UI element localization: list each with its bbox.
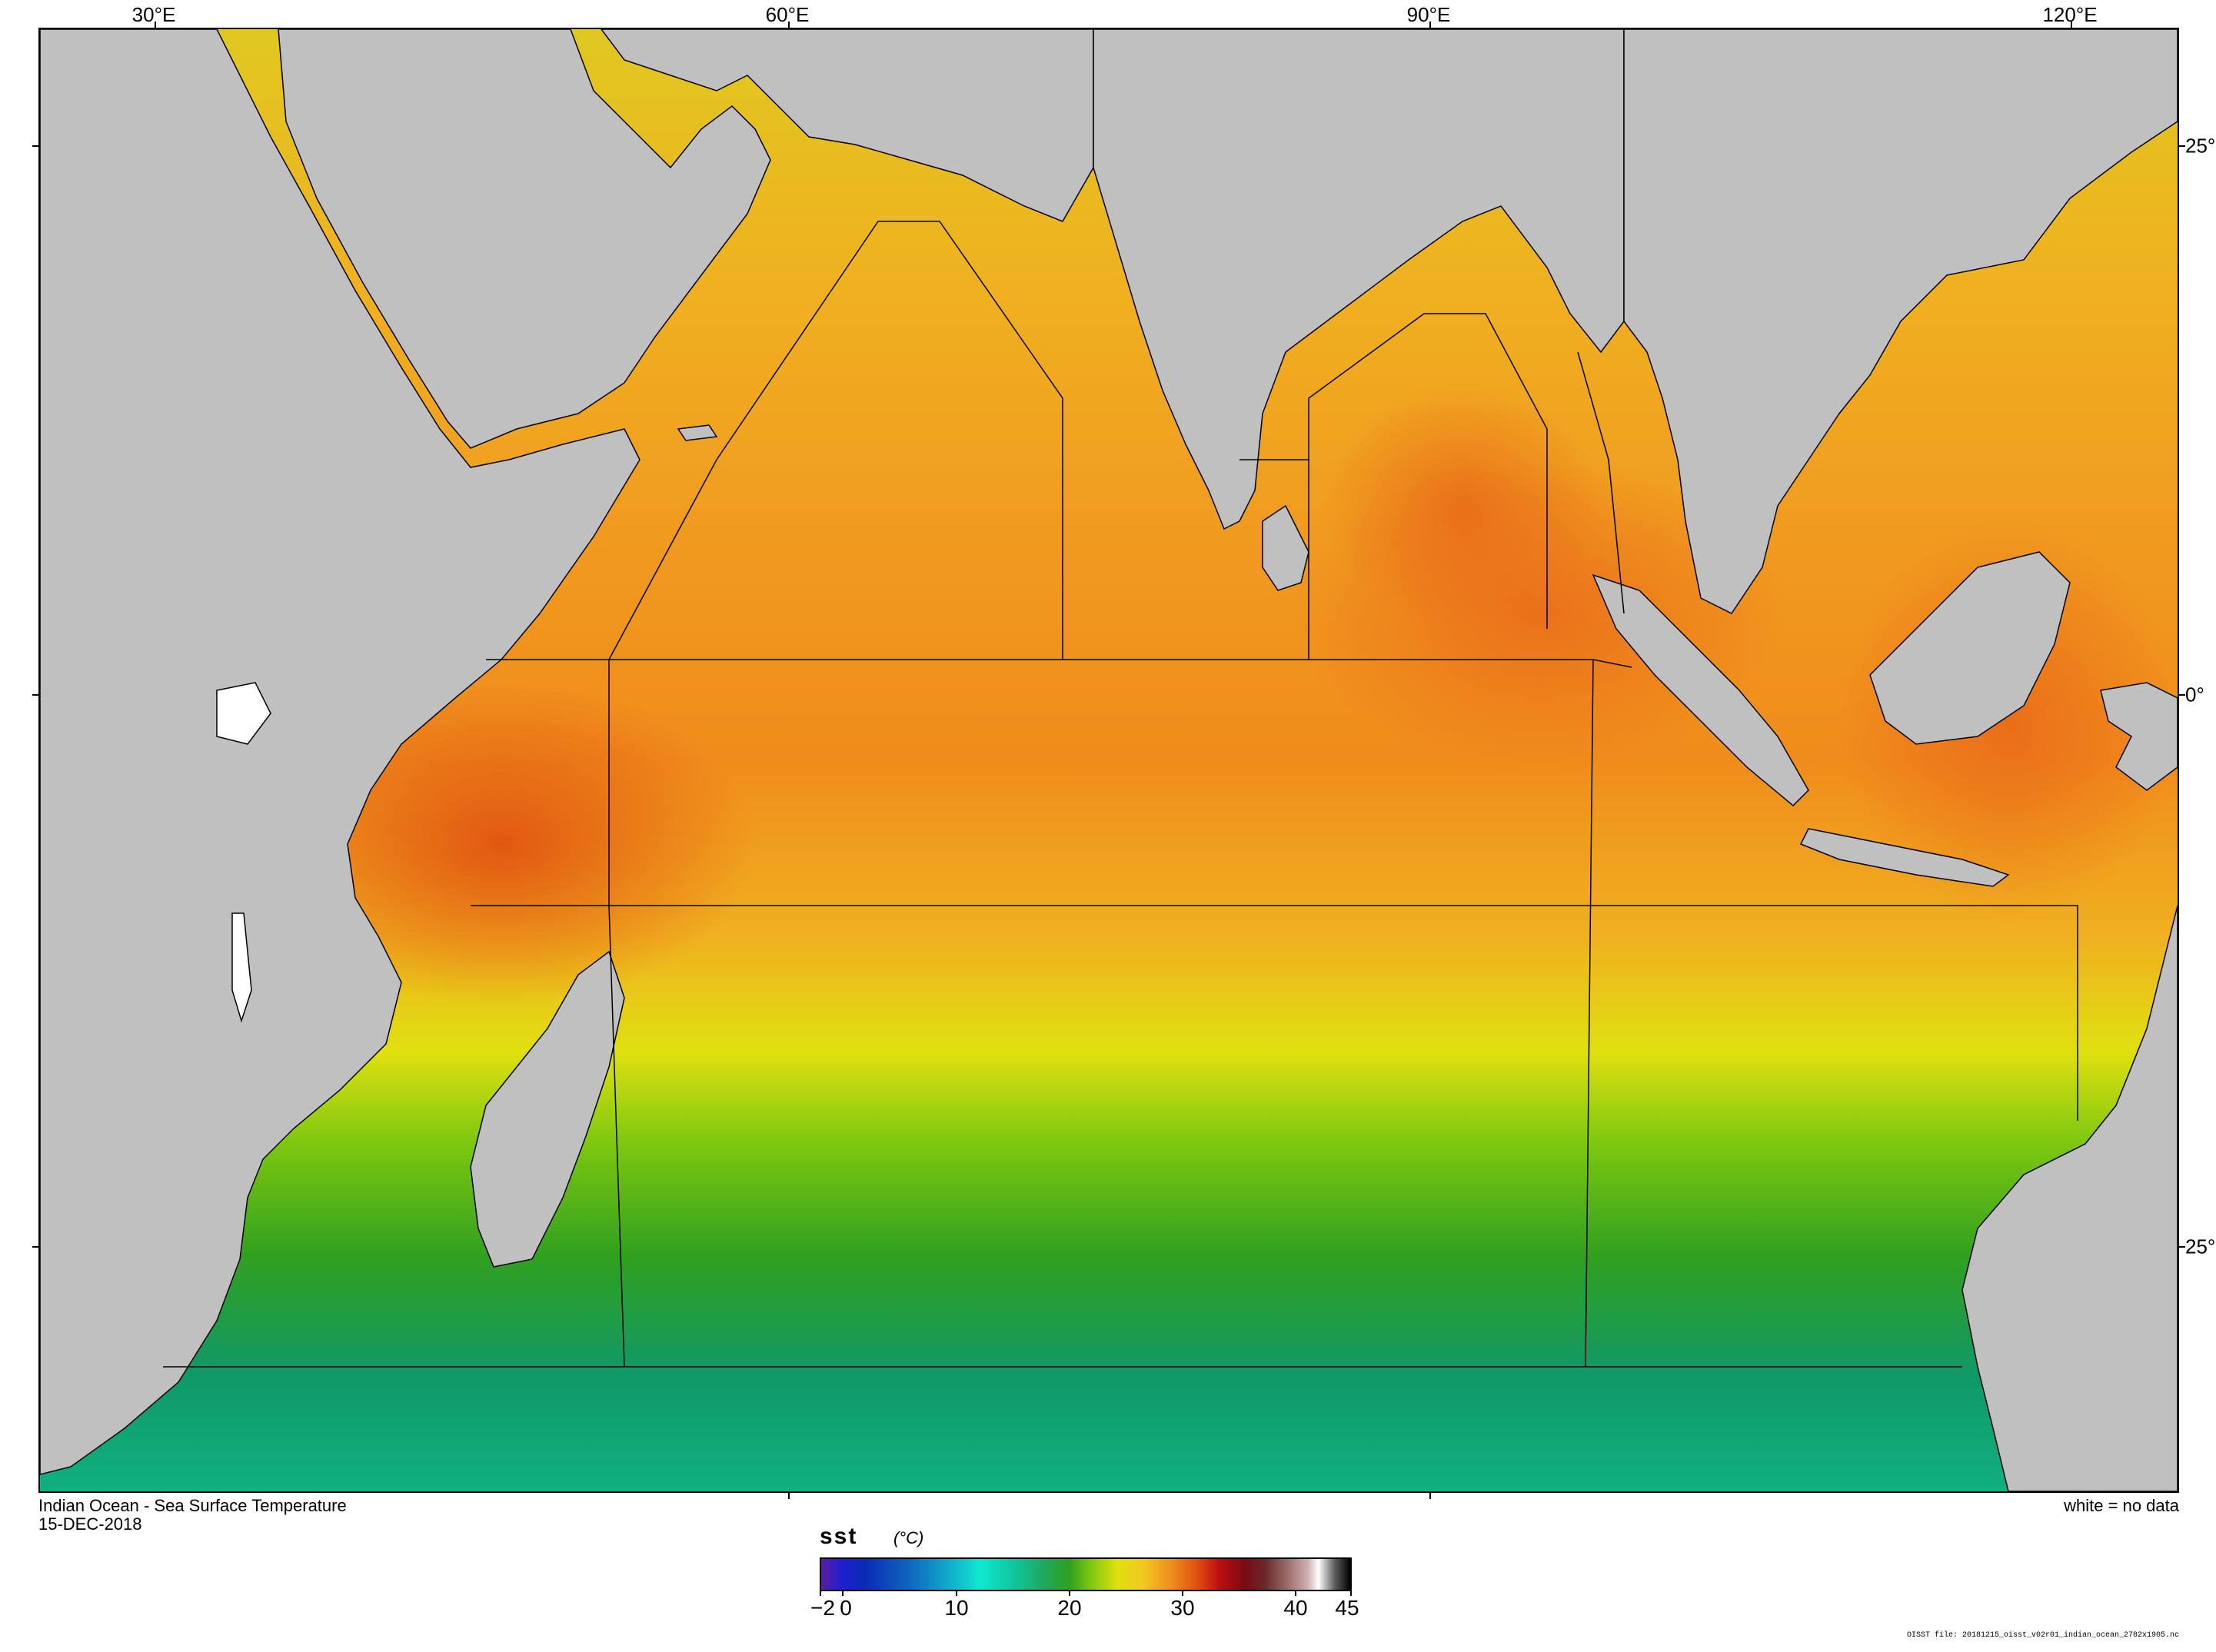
lon-tick xyxy=(788,1488,790,1499)
colorbar-label: 0 xyxy=(840,1596,852,1620)
lat-label-25n: 25° xyxy=(2185,134,2216,158)
colorbar xyxy=(820,1557,1352,1591)
lon-tick xyxy=(2071,22,2072,32)
colorbar-label: 40 xyxy=(1283,1596,1308,1620)
africa-land xyxy=(40,29,641,1475)
lake-malawi xyxy=(231,912,252,1023)
lon-label-60e: 60°E xyxy=(765,3,810,26)
colorbar-label: 10 xyxy=(944,1596,969,1620)
lon-label-30e: 30°E xyxy=(131,3,176,26)
java-land xyxy=(1799,828,2010,887)
borneo-land xyxy=(1869,551,2071,745)
colorbar-tick xyxy=(956,1590,957,1596)
colorbar-tick xyxy=(1182,1590,1183,1596)
lake-victoria xyxy=(216,682,271,745)
colorbar-unit: (°C) xyxy=(893,1528,924,1547)
sri-lanka-land xyxy=(1262,504,1309,591)
colorbar-label: 30 xyxy=(1170,1596,1195,1620)
lon-tick xyxy=(155,22,156,32)
madagascar-land xyxy=(470,950,625,1268)
arabia-land xyxy=(278,29,771,449)
sst-map[interactable] xyxy=(38,28,2179,1493)
lon-label-120e: 120°E xyxy=(2042,3,2098,26)
lat-label-0: 0° xyxy=(2185,683,2204,706)
lat-tick xyxy=(2174,145,2185,147)
lat-label-25s: 25° xyxy=(2185,1235,2216,1258)
socotra-land xyxy=(677,424,718,441)
lon-tick xyxy=(1429,1488,1431,1499)
lon-tick xyxy=(1429,22,1431,32)
colorbar-tick xyxy=(1350,1590,1352,1596)
southeast-asia-land xyxy=(1623,29,2178,614)
sulawesi-land xyxy=(2100,682,2178,791)
india-land xyxy=(1093,29,1625,530)
colorbar-label: −2 xyxy=(810,1596,835,1620)
lon-tick xyxy=(788,22,790,32)
lat-tick xyxy=(32,694,43,696)
warm-pool-bay xyxy=(1324,383,1601,629)
sumatra-land xyxy=(1592,573,1809,807)
sub-basin-boundaries xyxy=(163,221,2078,1368)
lat-tick xyxy=(2174,1246,2185,1248)
colorbar-variable: sst xyxy=(820,1524,858,1549)
file-note: OISST file: 20181215_oisst_v02r01_indian… xyxy=(1906,1631,2179,1640)
lat-tick xyxy=(2174,694,2185,696)
colorbar-label: 45 xyxy=(1335,1596,1359,1620)
lat-tick xyxy=(32,1246,43,1248)
colorbar-tick xyxy=(820,1590,821,1596)
iran-land xyxy=(601,29,1094,222)
map-title: Indian Ocean - Sea Surface Temperature xyxy=(38,1496,347,1515)
no-data-note: white = no data xyxy=(2064,1496,2179,1515)
sst-map-canvas xyxy=(40,29,2178,1491)
australia-land xyxy=(1961,905,2178,1491)
colorbar-label: 20 xyxy=(1057,1596,1082,1620)
colorbar-tick xyxy=(1069,1590,1070,1596)
lon-label-90e: 90°E xyxy=(1406,3,1451,26)
map-date: 15-DEC-2018 xyxy=(38,1514,142,1534)
colorbar-tick xyxy=(842,1590,843,1596)
colorbar-tick xyxy=(1295,1590,1296,1596)
lat-tick xyxy=(32,145,43,147)
